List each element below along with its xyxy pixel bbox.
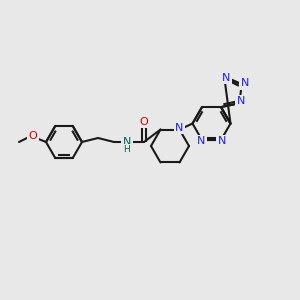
Text: N: N — [222, 73, 230, 82]
Text: O: O — [140, 117, 148, 127]
Text: N: N — [218, 136, 226, 146]
Text: H: H — [124, 146, 130, 154]
Text: N: N — [236, 96, 245, 106]
Text: N: N — [175, 122, 184, 133]
Text: N: N — [240, 78, 249, 88]
Text: O: O — [28, 131, 38, 141]
Text: N: N — [197, 136, 205, 146]
Text: N: N — [123, 137, 131, 147]
